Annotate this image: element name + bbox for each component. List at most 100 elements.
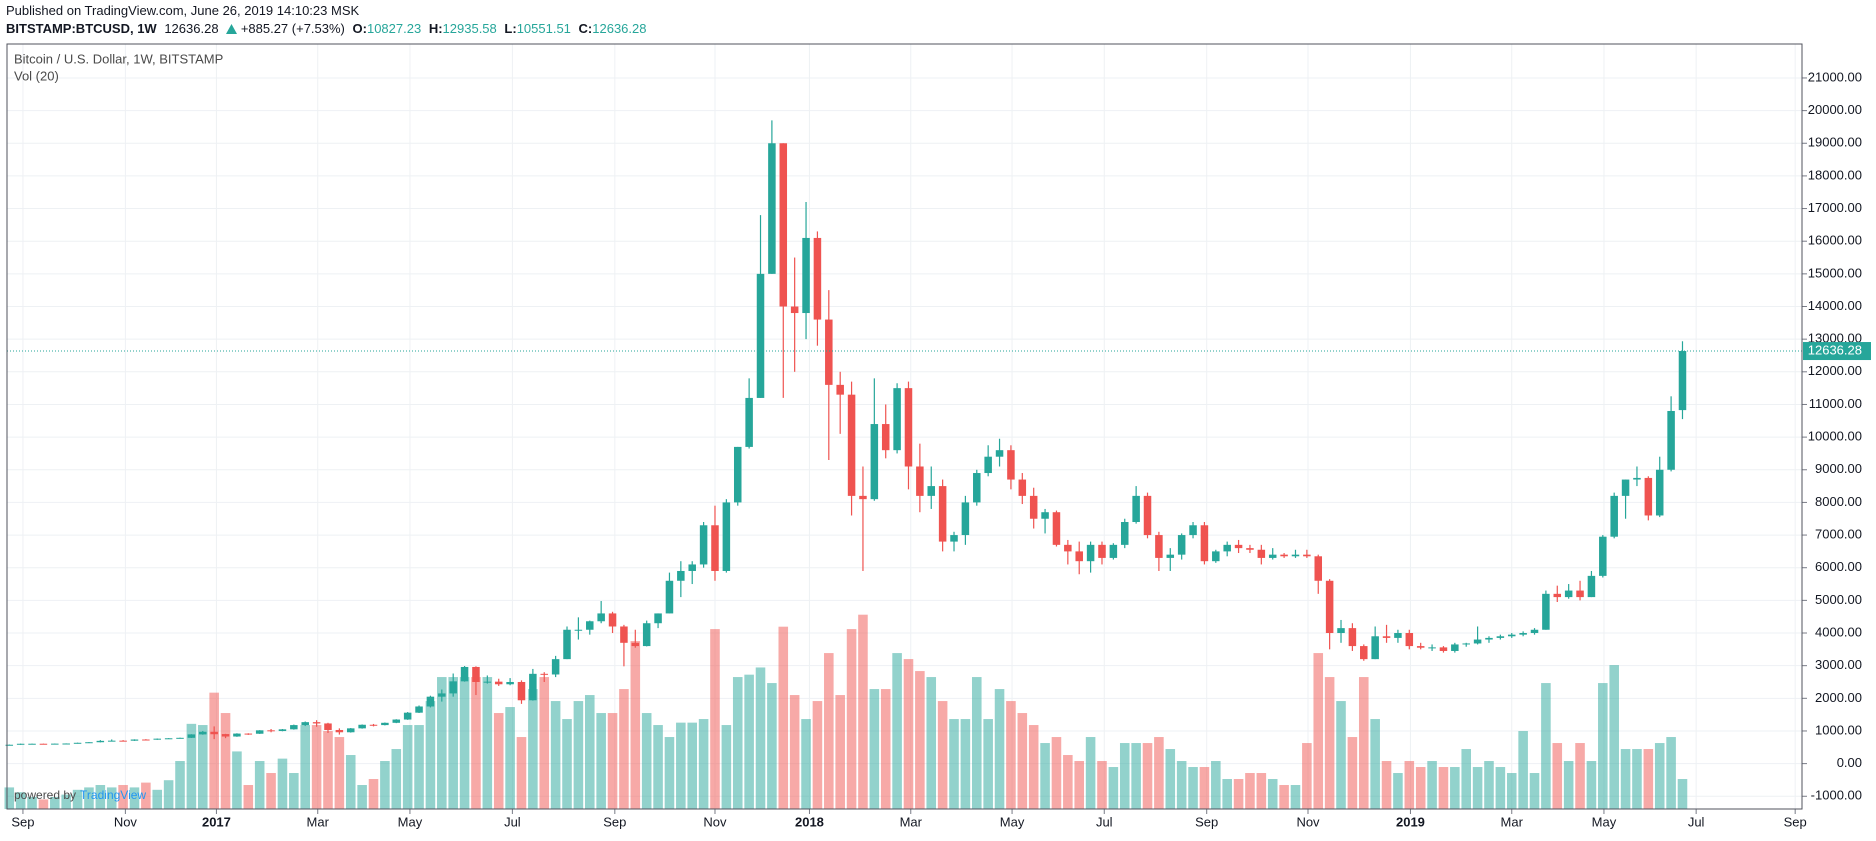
volume-bar (573, 701, 584, 809)
candle-body (745, 397, 753, 447)
y-tick-label: 13000.00 (1808, 331, 1862, 346)
candle-body (1337, 628, 1345, 634)
candle-body (1120, 522, 1129, 545)
y-tick-label: 14000.00 (1808, 298, 1862, 313)
candle-body (1507, 634, 1516, 637)
volume-bar (1450, 767, 1460, 809)
volume-bar (1632, 749, 1642, 809)
candle-body (5, 744, 14, 746)
volume-bar (1279, 785, 1289, 809)
volume-bar (289, 773, 299, 809)
candle-body (893, 388, 901, 451)
candle-body (438, 693, 446, 697)
volume-bar (801, 719, 811, 809)
volume-bar (1575, 743, 1585, 809)
candle-body (1234, 544, 1243, 549)
candle-body (779, 143, 788, 307)
volume-bar (380, 761, 390, 809)
candle-body (255, 730, 264, 734)
candle-body (346, 728, 355, 733)
volume-bar (1393, 773, 1403, 809)
candle-body (1280, 554, 1288, 557)
volume-bar (1506, 773, 1517, 809)
candle-body (1530, 629, 1539, 634)
volume-bar (584, 695, 595, 809)
y-tick-label: 0.00 (1837, 755, 1862, 770)
x-tick-label: Mar (1501, 814, 1524, 829)
volume-bar (1415, 767, 1426, 809)
volume-bar (869, 689, 880, 809)
volume-bar (425, 701, 436, 809)
volume-bar (1108, 767, 1119, 809)
volume-bar (1211, 761, 1221, 809)
candle-body (290, 725, 298, 730)
volume-bar (141, 782, 151, 809)
volume-bar (266, 773, 276, 809)
candle-body (1246, 548, 1254, 550)
candle-body (802, 237, 810, 314)
candle-body (790, 306, 799, 314)
candle-body (426, 696, 435, 707)
candle-body (62, 743, 70, 745)
volume-bar (676, 722, 686, 809)
candle-body (39, 743, 48, 745)
y-tick-label: 18000.00 (1808, 167, 1862, 182)
candle-body (608, 613, 617, 627)
candle-body (358, 724, 366, 729)
candle-body (301, 722, 309, 726)
volume-bar (1097, 761, 1107, 809)
candle-body (1610, 495, 1618, 537)
volume-bar (596, 713, 606, 809)
candle-body (1542, 593, 1550, 630)
volume-bar (493, 713, 504, 809)
volume-bar (687, 722, 697, 809)
low-label: L: (504, 21, 517, 36)
volume-bar (95, 785, 106, 809)
volume-bar (664, 737, 675, 809)
candle-body (1268, 554, 1277, 558)
candle-body (574, 629, 583, 631)
volume-bar (220, 713, 231, 809)
candle-body (1621, 479, 1630, 496)
candle-body (1576, 590, 1584, 598)
volume-bar (84, 787, 94, 809)
y-tick-label: 7000.00 (1815, 527, 1862, 542)
volume-bar (1472, 767, 1483, 809)
volume-label: Vol (20) (14, 68, 59, 83)
volume-bar (1438, 767, 1449, 809)
candle-body (312, 722, 321, 724)
candle-body (847, 394, 856, 496)
published-line: Published on TradingView.com, June 26, 2… (6, 3, 360, 18)
watermark-brand[interactable]: TradingView (80, 788, 146, 802)
volume-bar (994, 689, 1005, 809)
candle-body (324, 723, 332, 730)
volume-bar (1245, 773, 1255, 809)
volume-bar (1370, 719, 1380, 809)
candle-body (1428, 647, 1436, 649)
up-arrow-icon (226, 24, 238, 34)
candle-body (142, 739, 150, 741)
candle-body (1314, 556, 1323, 581)
volume-bar (1119, 743, 1130, 809)
candle-body (938, 486, 947, 542)
candle-body (859, 495, 867, 500)
candle-body (130, 739, 139, 741)
volume-bar (1552, 743, 1563, 809)
volume-bar (1302, 743, 1312, 809)
candle-body (733, 446, 742, 503)
volume-bar (1313, 653, 1324, 809)
x-tick-label: 2017 (202, 814, 231, 829)
volume-bar (698, 719, 709, 809)
symbol: BITSTAMP:BTCUSD, 1W (6, 21, 157, 36)
candle-body (1223, 544, 1231, 552)
volume-bar (653, 725, 663, 809)
volume-bar (129, 787, 140, 809)
candle-body (1166, 554, 1175, 558)
candle-body (1439, 647, 1448, 651)
y-tick-label: 15000.00 (1808, 265, 1862, 280)
last-price-label: 12636.28 (1808, 342, 1862, 357)
x-tick-label: May (1592, 814, 1617, 829)
candle-body (1655, 469, 1664, 516)
